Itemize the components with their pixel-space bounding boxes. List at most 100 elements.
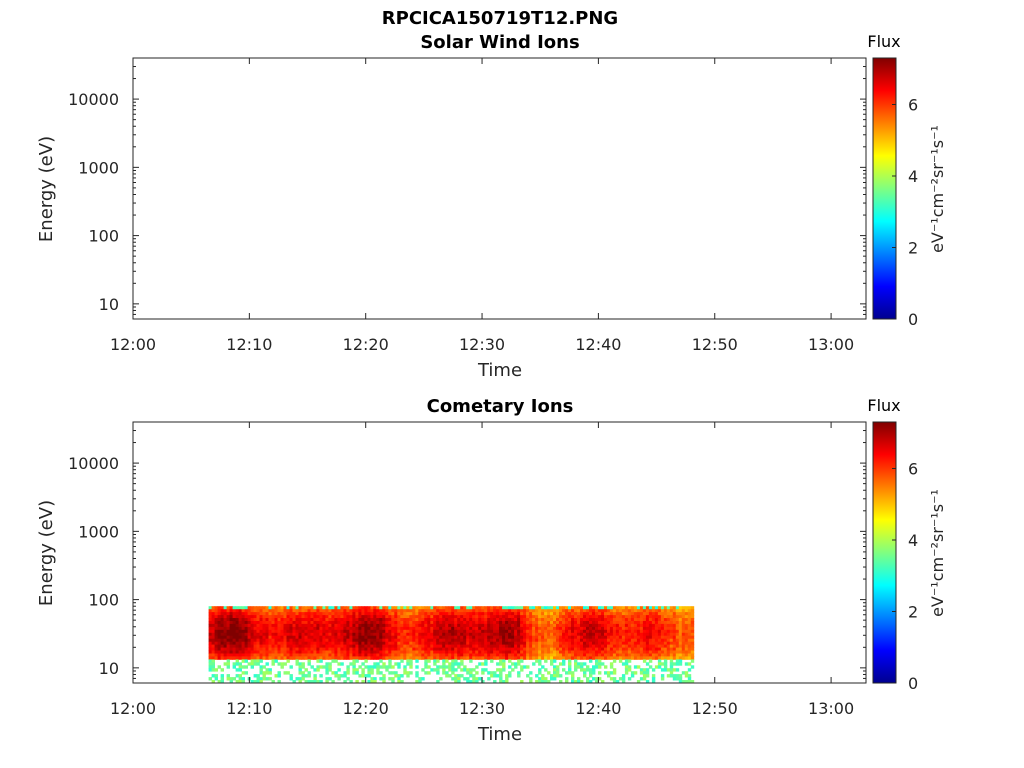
heatmap-cell xyxy=(484,612,488,616)
heatmap-cell xyxy=(439,612,443,616)
heatmap-cell xyxy=(418,653,422,657)
heatmap-cell xyxy=(508,650,512,654)
heatmap-cell xyxy=(618,653,623,657)
heatmap-cell xyxy=(547,656,551,660)
heatmap-cell xyxy=(574,653,578,657)
heatmap-cell xyxy=(208,615,212,619)
heatmap-cell xyxy=(529,647,533,651)
heatmap-cell xyxy=(436,650,440,654)
heatmap-cell xyxy=(211,644,215,648)
heatmap-cell xyxy=(445,632,449,637)
heatmap-cell xyxy=(379,635,383,640)
heatmap-cell xyxy=(394,650,398,654)
heatmap-cell xyxy=(472,618,476,622)
heatmap-cell xyxy=(268,656,272,660)
heatmap-cell xyxy=(400,680,404,684)
heatmap-cell xyxy=(304,632,308,637)
heatmap-cell xyxy=(241,650,245,654)
heatmap-cell xyxy=(277,680,281,684)
heatmap-cell xyxy=(325,626,329,631)
heatmap-cell xyxy=(556,621,560,625)
heatmap-cell xyxy=(502,641,506,646)
heatmap-cell xyxy=(436,635,440,640)
heatmap-cell xyxy=(675,668,680,672)
heatmap-cell xyxy=(232,662,236,666)
x-tick-label: 12:10 xyxy=(226,335,272,354)
heatmap-cell xyxy=(379,641,383,646)
heatmap-cell xyxy=(388,638,392,643)
heatmap-cell xyxy=(424,626,428,631)
heatmap-cell xyxy=(304,641,308,646)
heatmap-cell xyxy=(457,618,461,622)
heatmap-cell xyxy=(358,618,362,622)
heatmap-cell xyxy=(460,623,464,628)
heatmap-cell xyxy=(211,629,215,634)
heatmap-cell xyxy=(648,647,653,651)
heatmap-cell xyxy=(630,674,635,678)
heatmap-cell xyxy=(627,635,632,640)
heatmap-cell xyxy=(430,612,434,616)
heatmap-cell xyxy=(612,612,617,616)
heatmap-cell xyxy=(687,626,692,631)
heatmap-cell xyxy=(220,677,224,681)
heatmap-cell xyxy=(568,609,572,613)
heatmap-cell xyxy=(654,665,659,669)
heatmap-cell xyxy=(274,629,278,634)
heatmap-cell xyxy=(672,644,677,648)
heatmap-cell xyxy=(541,615,545,619)
heatmap-cell xyxy=(256,626,260,631)
heatmap-cell xyxy=(403,609,407,613)
heatmap-cell xyxy=(358,615,362,619)
heatmap-cell xyxy=(370,623,374,628)
heatmap-cell xyxy=(645,647,650,651)
heatmap-cell xyxy=(256,606,260,610)
heatmap-cell xyxy=(223,638,227,643)
heatmap-cell xyxy=(217,621,221,625)
heatmap-cell xyxy=(487,650,491,654)
heatmap-cell xyxy=(615,618,620,622)
heatmap-cell xyxy=(592,644,596,648)
heatmap-cell xyxy=(478,653,482,657)
heatmap-cell xyxy=(580,618,584,622)
heatmap-cell xyxy=(394,647,398,651)
heatmap-cell xyxy=(514,609,518,613)
heatmap-cell xyxy=(496,662,500,666)
heatmap-cell xyxy=(250,650,254,654)
heatmap-cell xyxy=(472,653,476,657)
heatmap-cell xyxy=(550,635,554,640)
heatmap-cell xyxy=(621,635,626,640)
heatmap-cell xyxy=(418,638,422,643)
heatmap-cell xyxy=(601,644,605,648)
heatmap-cell xyxy=(430,626,434,631)
heatmap-cell xyxy=(636,680,641,684)
heatmap-cell xyxy=(541,621,545,625)
heatmap-cell xyxy=(403,618,407,622)
heatmap-cell xyxy=(295,677,299,681)
heatmap-cell xyxy=(660,635,665,640)
heatmap-cell xyxy=(283,623,287,628)
heatmap-cell xyxy=(406,671,410,675)
heatmap-cell xyxy=(412,632,416,637)
heatmap-cell xyxy=(325,644,329,648)
figure-title: RPCICA150719T12.PNG xyxy=(382,8,618,29)
heatmap-cell xyxy=(259,680,263,684)
heatmap-cell xyxy=(379,677,383,681)
heatmap-cell xyxy=(421,609,425,613)
heatmap-cell xyxy=(280,609,284,613)
heatmap-cell xyxy=(418,641,422,646)
heatmap-cell xyxy=(562,635,566,640)
heatmap-cell xyxy=(577,618,581,622)
heatmap-cell xyxy=(316,618,320,622)
heatmap-cell xyxy=(436,680,440,684)
heatmap-cell xyxy=(460,668,464,672)
heatmap-cell xyxy=(223,606,227,610)
heatmap-cell xyxy=(511,618,515,622)
heatmap-cell xyxy=(529,626,533,631)
heatmap-cell xyxy=(583,647,587,651)
heatmap-cell xyxy=(421,677,425,681)
heatmap-cell xyxy=(514,629,518,634)
heatmap-cell xyxy=(472,632,476,637)
heatmap-cell xyxy=(660,609,665,613)
heatmap-cell xyxy=(352,653,356,657)
heatmap-cell xyxy=(484,668,488,672)
